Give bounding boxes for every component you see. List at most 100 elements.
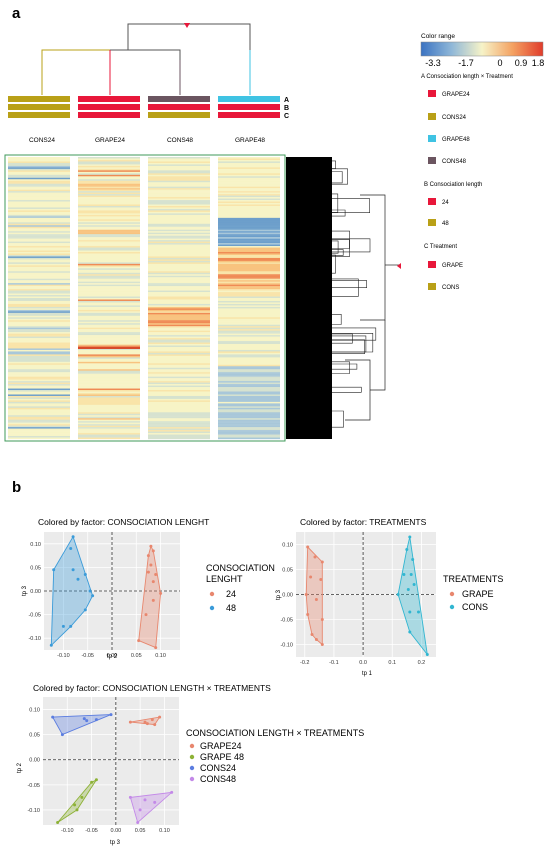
heatmap-cell [8, 260, 70, 263]
heatmap-cell [78, 348, 140, 351]
heatmap-cell [78, 299, 140, 302]
heatmap-cell [78, 275, 140, 278]
group-hull [397, 536, 428, 657]
heatmap-cell [218, 185, 280, 187]
heatmap-cell [8, 324, 70, 327]
heatmap-cell [8, 349, 70, 352]
heatmap-cell [8, 412, 70, 414]
heatmap-cell [218, 395, 280, 398]
heatmap-cell [148, 379, 210, 382]
legend-item-label: CONS [462, 602, 488, 612]
heatmap-cell [8, 332, 70, 334]
heatmap-cell [78, 369, 140, 371]
heatmap-cell [8, 344, 70, 346]
heatmap-cell [218, 250, 280, 253]
heatmap-cell [218, 278, 280, 281]
heatmap-cell [148, 410, 210, 413]
heatmap-cell [218, 229, 280, 232]
heatmap-cell [8, 305, 70, 308]
heatmap-cell [218, 228, 280, 230]
heatmap-cell [218, 300, 280, 303]
heatmap-cell [8, 197, 70, 199]
heatmap-cell [8, 176, 70, 178]
heatmap-cell [148, 254, 210, 257]
annotation-bar [8, 96, 70, 102]
heatmap-cell [218, 363, 280, 365]
heatmap-cell [8, 243, 70, 245]
heatmap-cell [218, 397, 280, 400]
heatmap-cell [148, 275, 210, 278]
heatmap-cell [8, 433, 70, 435]
heatmap-cell [218, 410, 280, 413]
y-tick-label: 0.00 [30, 589, 41, 595]
heatmap-cell [148, 400, 210, 403]
heatmap-cell [218, 173, 280, 176]
dendrogram-branch [332, 209, 346, 217]
heatmap-cell [78, 406, 140, 409]
heatmap-cell [8, 394, 70, 397]
dendrogram-branch [332, 410, 344, 428]
heatmap-cell [218, 333, 280, 336]
group-hull [305, 545, 323, 646]
heatmap-cell [78, 274, 140, 276]
heatmap-cell [148, 367, 210, 370]
heatmap-cell [78, 437, 140, 440]
heatmap-cell [8, 173, 70, 176]
scatter-legend-title: CONSOCIATION LENGHT [206, 563, 277, 584]
heatmap-cell [8, 219, 70, 222]
annotation-bar [148, 96, 210, 102]
y-tick-label: 0.10 [30, 542, 41, 548]
heatmap-cell [8, 298, 70, 300]
heatmap-cell [148, 268, 210, 270]
color-range-ticks: -3.3 -1.7 0 0.9 1.8 [425, 58, 544, 68]
heatmap-cell [78, 338, 140, 340]
legend-swatch [428, 198, 436, 205]
heatmap-cell [78, 425, 140, 428]
heatmap-cell [218, 355, 280, 358]
y-tick-label: 0.10 [29, 708, 40, 714]
heatmap-cell [78, 326, 140, 328]
heatmap-cell [8, 251, 70, 254]
heatmap-cell [8, 217, 70, 220]
heatmap-cell [8, 186, 70, 189]
heatmap-cell [8, 428, 70, 431]
heatmap-cell [78, 436, 140, 438]
heatmap-cell [218, 302, 280, 305]
heatmap-cell [78, 341, 140, 343]
heatmap-cell [8, 338, 70, 340]
data-point [320, 560, 324, 564]
heatmap-column-labels: CONS24 GRAPE24 CONS48 GRAPE48 [29, 137, 265, 144]
heatmap-cell [78, 352, 140, 355]
column-label-grape48: GRAPE48 [235, 137, 265, 144]
heatmap-cell [8, 424, 70, 426]
data-point [159, 591, 163, 595]
heatmap-cell [218, 237, 280, 239]
heatmap-cell [148, 157, 210, 159]
heatmap-cell [218, 345, 280, 348]
legend-swatch [428, 90, 436, 97]
heatmap-cell [8, 327, 70, 330]
data-point [60, 733, 64, 737]
dendrogram-branch [332, 314, 342, 325]
heatmap-cell [8, 381, 70, 383]
heatmap-cell [8, 167, 70, 170]
heatmap-cell [78, 394, 140, 397]
scatter-title: Colored by factor: CONSOCIATION LENGTH ×… [33, 683, 271, 693]
heatmap-cell [148, 225, 210, 227]
heatmap-cell [218, 161, 280, 164]
heatmap-cell [78, 324, 140, 327]
heatmap-cell [148, 366, 210, 368]
heatmap-cell [148, 246, 210, 248]
heatmap-cell [78, 157, 140, 159]
heatmap-cell [218, 358, 280, 361]
heatmap-cell [8, 174, 70, 177]
heatmap-cell [8, 427, 70, 429]
heatmap-cell [78, 266, 140, 269]
heatmap-cell [148, 382, 210, 385]
data-point [145, 722, 149, 726]
heatmap-cell [148, 394, 210, 397]
heatmap-cell [148, 241, 210, 244]
heatmap-cell [8, 223, 70, 226]
annotation-bar [8, 112, 70, 118]
heatmap-cell [148, 388, 210, 391]
